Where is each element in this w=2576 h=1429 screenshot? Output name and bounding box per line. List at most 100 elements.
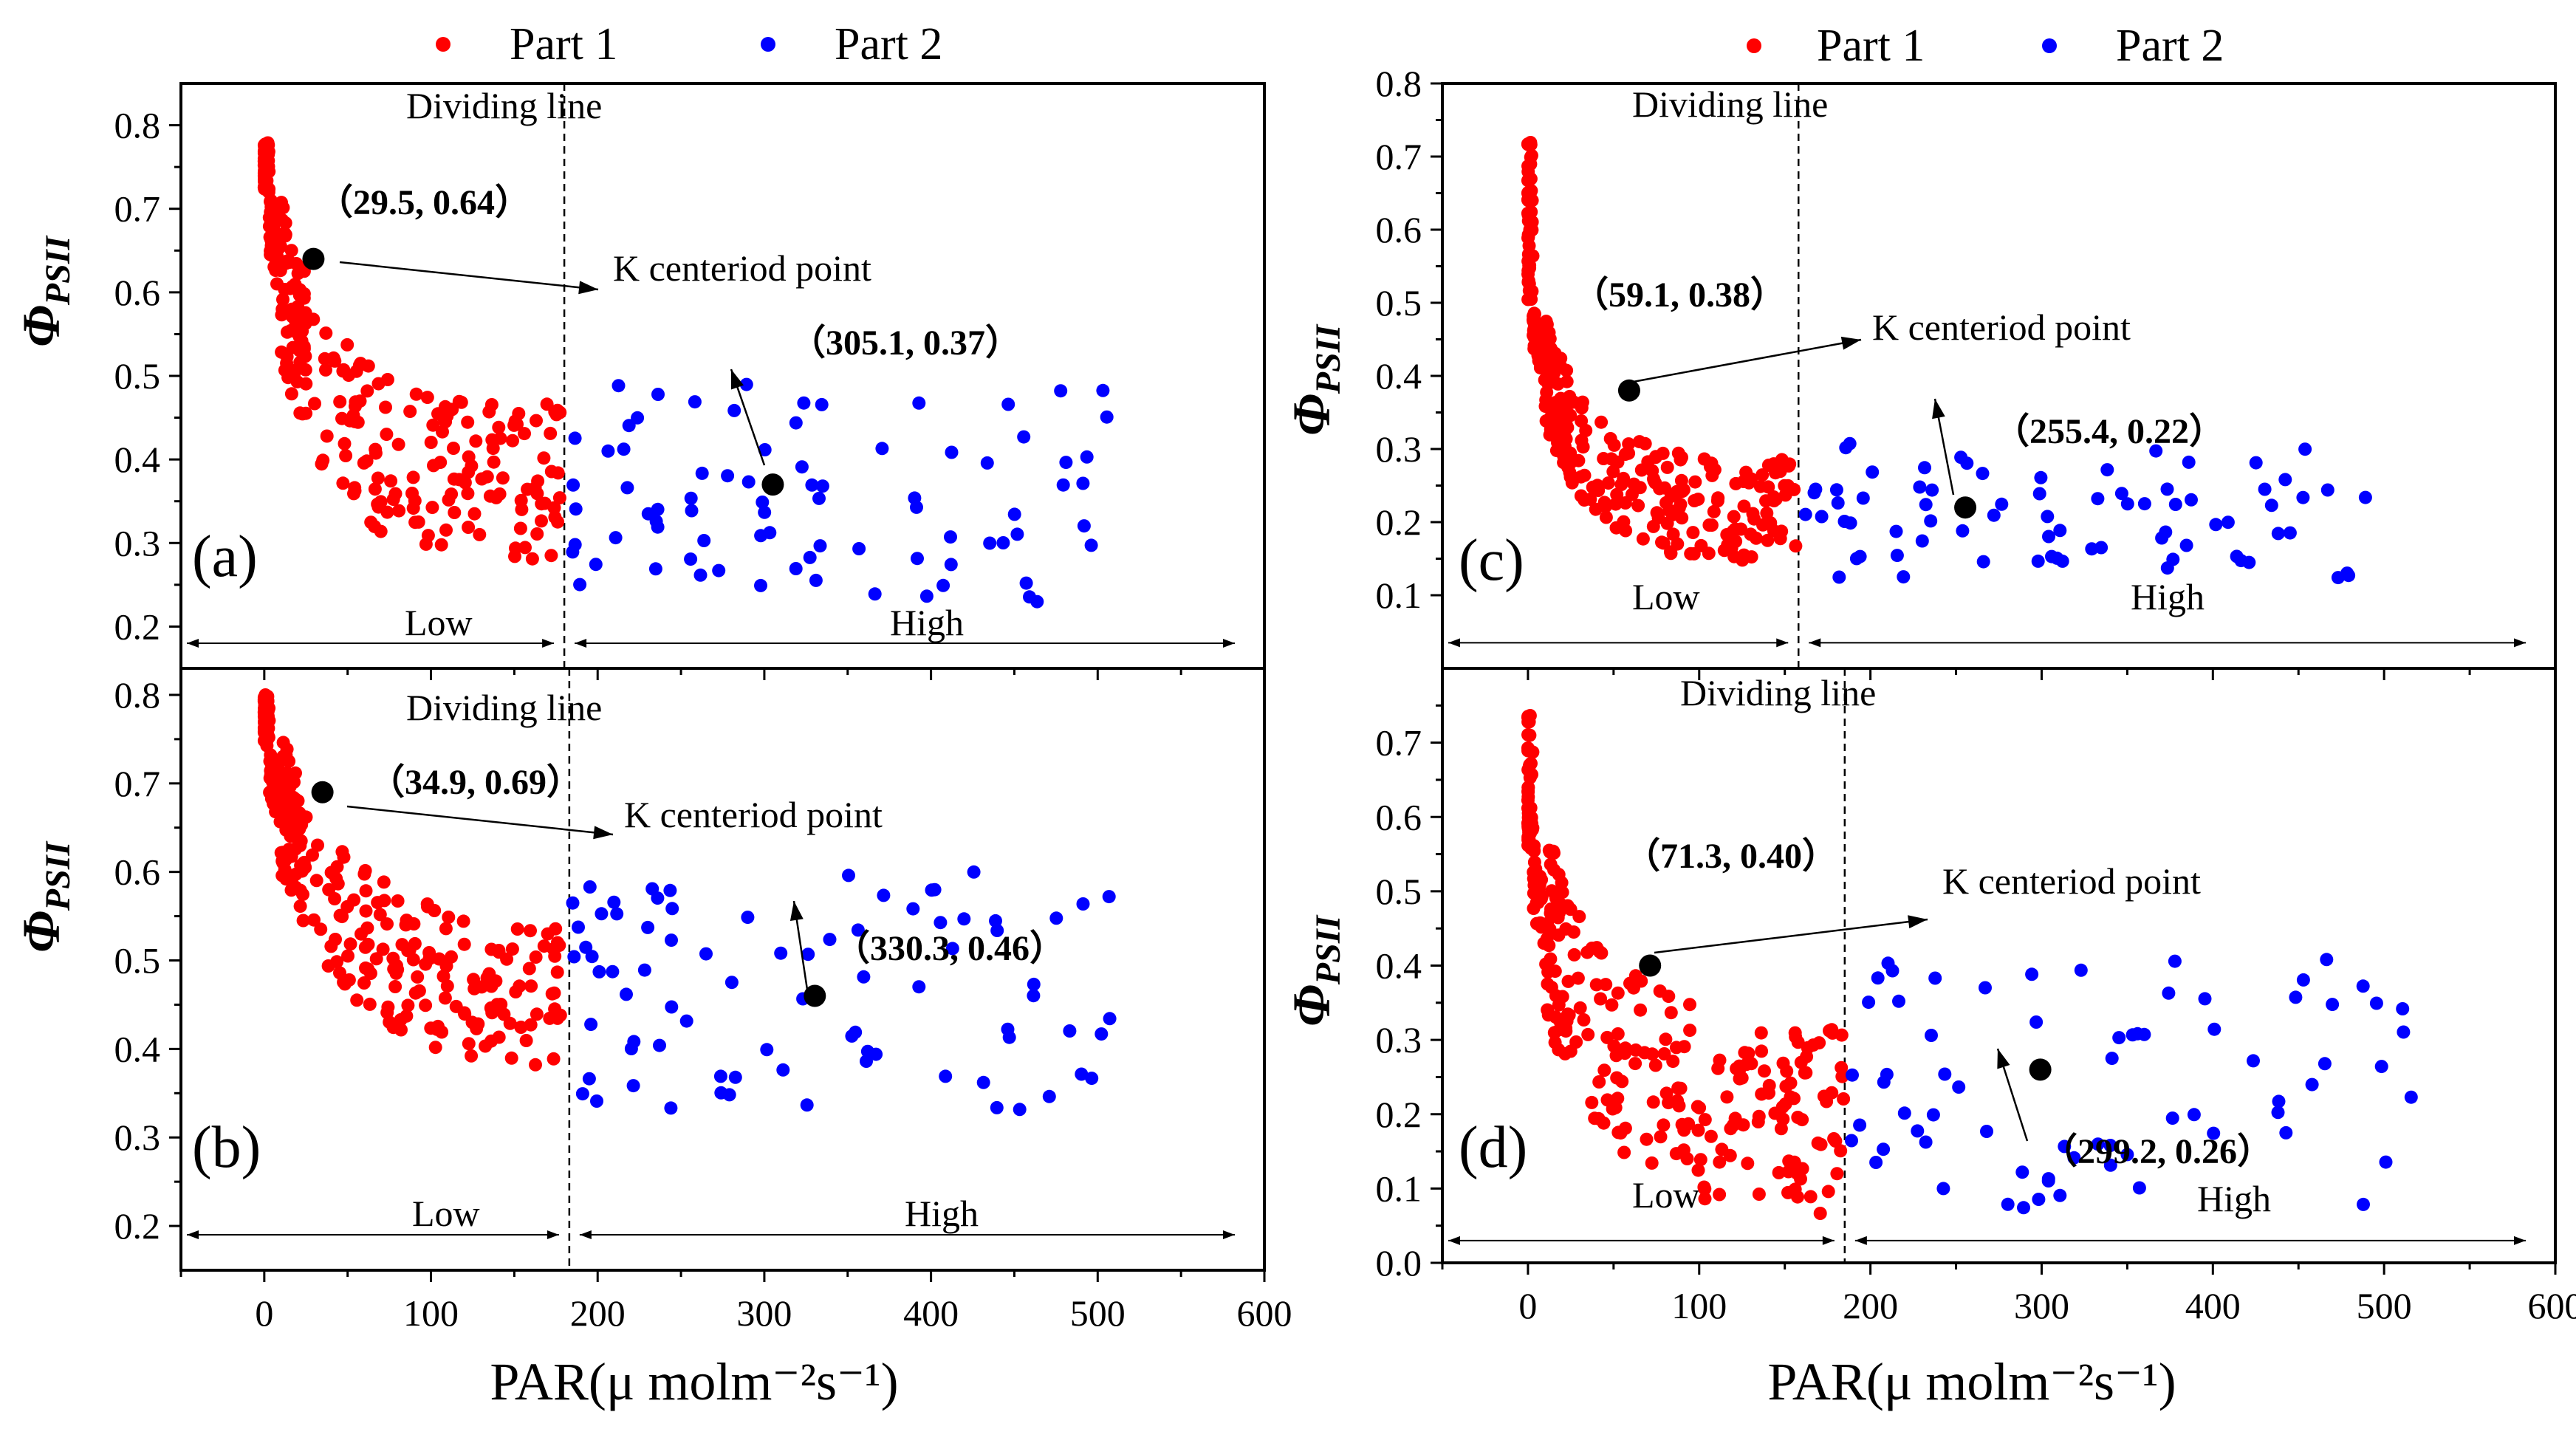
data-point-part1 (340, 337, 354, 352)
data-point-part1 (383, 1015, 397, 1029)
data-point-part1 (328, 892, 342, 905)
centroid-point (302, 247, 325, 270)
data-point-part1 (1628, 1057, 1642, 1071)
legend-part2-label: Part 2 (2116, 21, 2224, 71)
data-point-part1 (289, 766, 302, 780)
high-range-arrow-head (2514, 638, 2526, 648)
data-point-part2 (967, 865, 981, 879)
data-point-part1 (361, 937, 375, 951)
data-point-part2 (2032, 487, 2046, 501)
data-point-part1 (1599, 978, 1613, 992)
data-point-part1 (1682, 1117, 1696, 1131)
data-point-part1 (427, 459, 440, 473)
data-point-part2 (589, 558, 603, 572)
data-point-part1 (1669, 487, 1683, 501)
data-point-part1 (1698, 1113, 1712, 1127)
data-point-part1 (283, 779, 297, 793)
data-point-part1 (452, 473, 466, 487)
data-point-part2 (2168, 498, 2182, 511)
data-point-part1 (284, 244, 298, 258)
data-point-part2 (944, 558, 958, 572)
data-point-part2 (996, 536, 1010, 549)
data-point-part2 (1856, 491, 1870, 505)
data-point-part1 (1524, 172, 1538, 186)
data-point-part1 (535, 497, 549, 511)
data-point-part1 (1527, 855, 1541, 869)
data-point-part1 (547, 986, 561, 1000)
data-point-part2 (1925, 483, 1939, 497)
data-point-part1 (1783, 457, 1797, 471)
data-point-part1 (541, 927, 555, 941)
data-point-part2 (2179, 538, 2193, 552)
data-point-part2 (2283, 526, 2297, 540)
data-point-part1 (1830, 1167, 1844, 1181)
data-point-part2 (1085, 1072, 1099, 1086)
data-point-part2 (1019, 576, 1033, 590)
data-point-part2 (722, 1088, 736, 1102)
data-point-part2 (1871, 971, 1885, 985)
dividing-line-label: Dividing line (1632, 83, 1828, 125)
data-point-part1 (439, 523, 453, 537)
data-point-part1 (1663, 545, 1677, 559)
data-point-part2 (1829, 483, 1843, 497)
data-point-part1 (462, 521, 476, 534)
data-point-part2 (2379, 1155, 2393, 1169)
data-point-part1 (1571, 971, 1585, 985)
data-point-part2 (939, 1069, 953, 1083)
data-point-part1 (515, 502, 529, 516)
data-point-part1 (1611, 1125, 1626, 1140)
data-point-part1 (1687, 546, 1701, 561)
data-point-part1 (1717, 544, 1731, 558)
data-point-part1 (1761, 459, 1775, 472)
low-label: Low (1632, 576, 1700, 617)
data-point-part1 (548, 405, 562, 419)
y-tick-label: 0.2 (1376, 1094, 1422, 1135)
data-point-part1 (293, 355, 307, 369)
plot-frame (179, 667, 1266, 1272)
data-point-part1 (333, 966, 346, 980)
data-point-part1 (1820, 1094, 1834, 1108)
data-point-part1 (1702, 546, 1716, 561)
data-point-part1 (350, 993, 364, 1007)
data-point-part2 (852, 542, 866, 555)
data-point-part1 (1552, 414, 1566, 428)
data-point-part2 (805, 478, 819, 492)
data-point-part1 (1607, 438, 1621, 452)
low-label: Low (405, 602, 473, 643)
data-point-part2 (566, 478, 580, 492)
data-point-part1 (276, 736, 290, 750)
data-point-part2 (2103, 1158, 2117, 1172)
data-point-part1 (1723, 1148, 1737, 1162)
panel-label: (b) (192, 1115, 261, 1180)
data-point-part2 (648, 562, 662, 576)
data-point-part1 (1552, 905, 1566, 919)
centroid-label: K centeriod point (1872, 306, 2131, 348)
panel-label: (d) (1459, 1115, 1527, 1180)
data-point-part2 (2041, 510, 2055, 524)
data-point-part2 (607, 895, 621, 909)
data-point-part1 (373, 908, 387, 922)
data-point-part2 (2032, 1193, 2046, 1206)
data-point-part1 (377, 894, 391, 908)
data-point-part1 (1794, 1172, 1807, 1186)
data-point-part1 (1561, 1007, 1575, 1021)
data-point-part1 (1811, 1136, 1825, 1150)
svg-text:ΦPSII: ΦPSII (1282, 323, 1348, 436)
data-point-part2 (2137, 497, 2151, 511)
low-range-arrow-head (1822, 1236, 1835, 1245)
data-point-part1 (406, 470, 420, 484)
high-range-arrow-head (1854, 1236, 1867, 1245)
data-point-part1 (1676, 1143, 1690, 1157)
centroid-point (1954, 496, 1977, 519)
data-point-part2 (727, 403, 741, 417)
data-point-part1 (285, 871, 299, 885)
data-point-part1 (1636, 532, 1650, 546)
y-tick-label: 0.1 (1376, 575, 1422, 616)
data-point-part1 (1758, 1064, 1771, 1078)
dividing-line-label: Dividing line (406, 687, 602, 728)
data-point-part2 (2404, 1090, 2418, 1104)
data-point-part1 (411, 970, 425, 984)
x-tick-label: 100 (1671, 1285, 1727, 1326)
data-point-part2 (1001, 1022, 1015, 1036)
panel-d: 0 100 200 300 400 500 600 0.0 0.1 0.2 0.3 0.4 0.5 0.6… (1376, 667, 2576, 1326)
